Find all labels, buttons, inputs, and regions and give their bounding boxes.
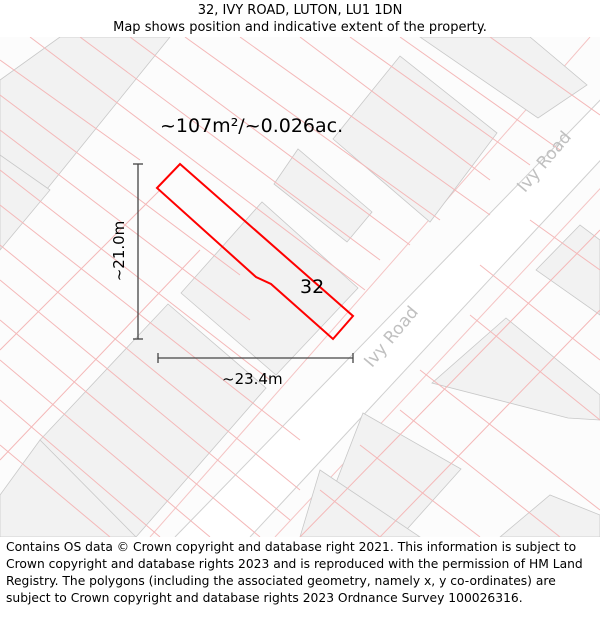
property-map[interactable]: ~107m²/~0.026ac. 32 ~21.0m ~23.4m Ivy Ro… [0,37,600,537]
width-measure-bar [157,353,354,363]
buildings [0,37,600,537]
property-outline[interactable] [155,162,355,341]
area-label: ~107m²/~0.026ac. [160,115,344,137]
map-header: 32, IVY ROAD, LUTON, LU1 1DN Map shows p… [0,0,600,37]
height-measure-bar [133,163,143,340]
width-measure-label: ~23.4m [222,370,283,388]
height-measure-label: ~21.0m [110,220,128,282]
map-subtitle: Map shows position and indicative extent… [113,20,487,35]
parcel-boundaries [0,37,600,537]
property-address-title: 32, IVY ROAD, LUTON, LU1 1DN [197,3,403,18]
copyright-attribution: Contains OS data © Crown copyright and d… [6,540,583,605]
property-number-label: 32 [300,276,325,298]
map-canvas [0,37,600,537]
